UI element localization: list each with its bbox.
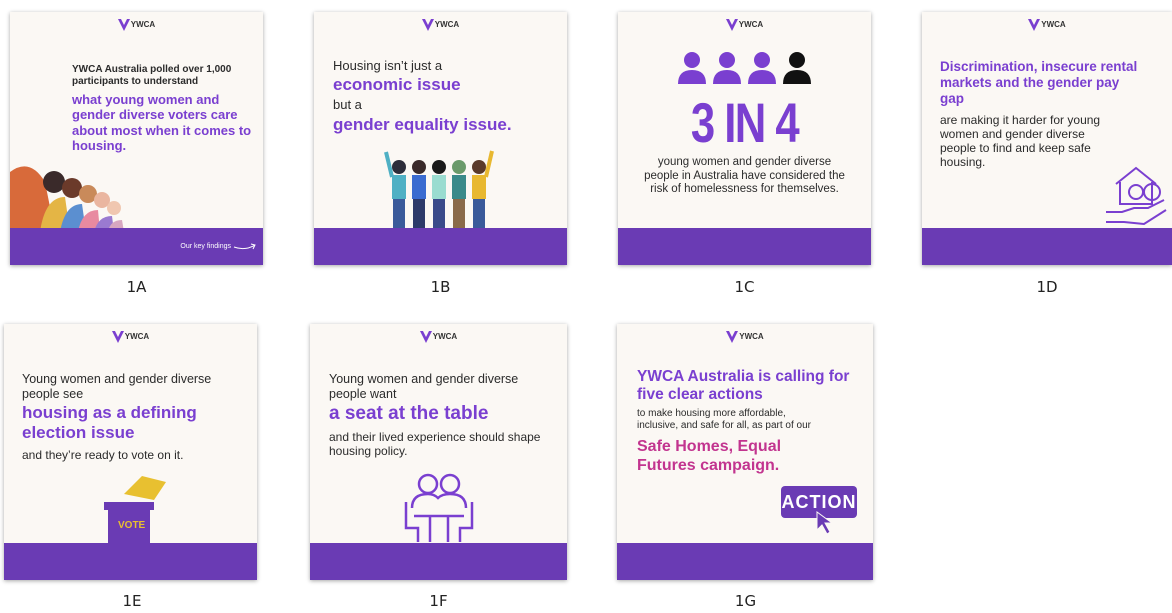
logo: YWCA [4,331,257,343]
intro: Young women and gender diverse people se… [22,372,212,402]
footer-band [922,228,1172,265]
people-icons [676,50,814,86]
file-label: 1G [619,592,872,610]
thumbnail[interactable]: YWCA Discrimination, insecure rental mar… [922,12,1172,265]
body-text: young women and gender diverse people in… [642,156,847,197]
footer-band [310,543,567,580]
file-label: 1C [618,278,871,296]
footer-band [618,228,871,265]
file-label: 1E [4,592,260,610]
logo: YWCA [10,19,263,31]
ballot-icon [104,474,174,544]
logo-text: YWCA [131,20,155,29]
thumbnail[interactable]: YWCA Young women and gender diverse peop… [4,324,257,580]
ballot-text: VOTE [118,520,145,532]
highlight: Discrimination, insecure rental markets … [940,59,1145,107]
footer-text: Our key findings [180,243,231,251]
thumbnail[interactable]: YWCA Housing isn’t just a economic issue… [314,12,567,265]
footer-band [617,543,873,580]
highlight: gender equality issue. [333,115,512,135]
logo-text: YWCA [739,332,763,341]
highlight: YWCA Australia is calling for five clear… [637,368,867,405]
thumbnail[interactable]: YWCA YWCA Australia polled over 1,000 pa… [10,12,263,265]
logo: YWCA [310,331,567,343]
body-text: to make housing more affordable, inclusi… [637,408,822,432]
line: but a [333,97,362,112]
illustration [10,152,130,232]
file-label: 1B [314,278,567,296]
footer-band [4,543,257,580]
file-label: 1F [312,592,565,610]
logo-text: YWCA [435,20,459,29]
line: Housing isn’t just a [333,58,442,73]
file-gallery: YWCA YWCA Australia polled over 1,000 pa… [0,0,1172,613]
highlight: what young women and gender diverse vote… [72,92,260,153]
file-label: 1D [922,278,1172,296]
body-text: are making it harder for young women and… [940,113,1120,170]
intro: Young women and gender diverse people wa… [329,372,519,402]
outro: and their lived experience should shape … [329,430,549,458]
intro: YWCA Australia polled over 1,000 partici… [72,64,254,88]
logo: YWCA [922,19,1172,31]
thumbnail[interactable]: YWCA YWCA Australia is calling for five … [617,324,873,580]
logo: YWCA [314,19,567,31]
arrow-icon [233,243,257,251]
thumbnail[interactable]: YWCA Young women and gender diverse peop… [310,324,567,580]
table-icon [404,472,476,544]
highlight: housing as a defining election issue [22,403,242,443]
cursor-icon [815,510,837,536]
outro: and they’re ready to vote on it. [22,448,183,462]
highlight: a seat at the table [329,403,488,425]
highlight: economic issue [333,75,461,95]
house-icon [1104,162,1170,228]
file-label: 1A [10,278,263,296]
logo: YWCA [618,19,871,31]
logo-text: YWCA [739,20,763,29]
campaign: Safe Homes, Equal Futures campaign. [637,438,842,476]
footer-band [314,228,567,265]
thumbnail[interactable]: YWCA 3 IN 4 young women and gender diver… [618,12,871,265]
logo-text: YWCA [433,332,457,341]
stat: 3 IN 4 [646,90,843,156]
logo-text: YWCA [125,332,149,341]
illustration [384,147,494,229]
logo: YWCA [617,331,873,343]
logo-text: YWCA [1041,20,1065,29]
